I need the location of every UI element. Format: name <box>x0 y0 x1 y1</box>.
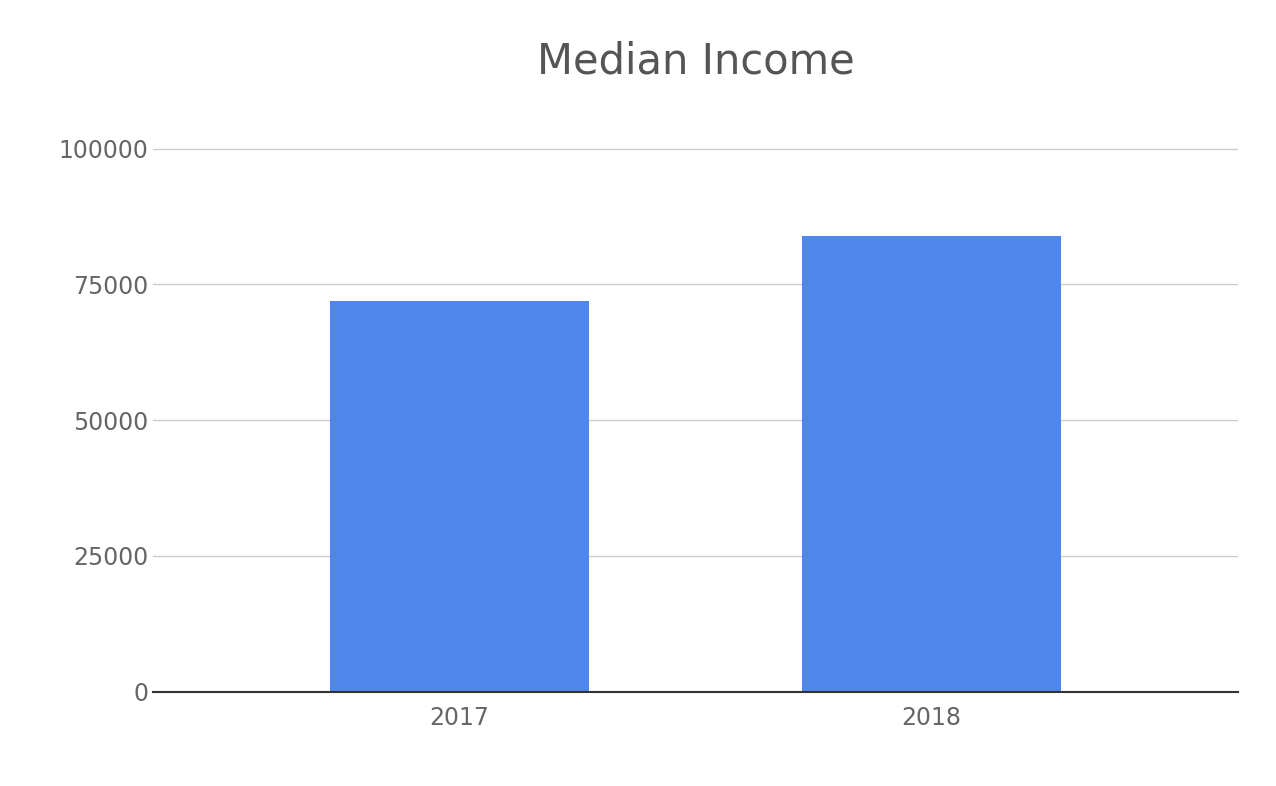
Bar <box>801 236 1060 692</box>
Title: Median Income: Median Income <box>536 41 855 83</box>
Bar <box>330 301 590 692</box>
